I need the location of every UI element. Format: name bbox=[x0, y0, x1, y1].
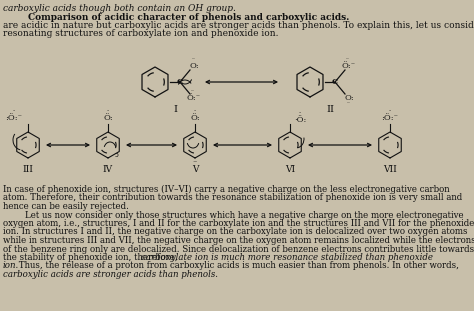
Text: C: C bbox=[177, 78, 183, 86]
Text: ··: ·· bbox=[190, 89, 194, 94]
Text: I: I bbox=[173, 105, 177, 114]
Text: atom. Therefore, their contribution towards the resonance stabilization of pheno: atom. Therefore, their contribution towa… bbox=[3, 193, 462, 202]
Text: resonating structures of carboxylate ion and phenoxide ion.: resonating structures of carboxylate ion… bbox=[3, 29, 279, 38]
Text: oxygen atom, i.e., structures, I and II for the carboxylate ion and the structur: oxygen atom, i.e., structures, I and II … bbox=[3, 219, 474, 228]
Text: IV: IV bbox=[103, 165, 113, 174]
Text: hence can be easily rejected.: hence can be easily rejected. bbox=[3, 202, 129, 211]
Text: ··: ·· bbox=[388, 109, 392, 114]
Text: are acidic in nature but carboxylic acids are stronger acids than phenols. To ex: are acidic in nature but carboxylic acid… bbox=[3, 21, 474, 30]
Text: ··: ·· bbox=[12, 109, 16, 114]
Text: Ö:: Ö: bbox=[103, 114, 113, 122]
Text: ··: ·· bbox=[298, 110, 302, 115]
Text: ion. In structures I and II, the negative charge on the carboxylate ion is deloc: ion. In structures I and II, the negativ… bbox=[3, 228, 467, 236]
Text: II: II bbox=[326, 105, 334, 114]
Text: In case of phenoxide ion, structures (IV–VI) carry a negative charge on the less: In case of phenoxide ion, structures (IV… bbox=[3, 185, 450, 194]
Text: III: III bbox=[23, 165, 34, 174]
Text: carboxylic acids though both contain an OH group.: carboxylic acids though both contain an … bbox=[3, 4, 236, 13]
Text: ··: ·· bbox=[106, 109, 110, 114]
Text: ion.: ion. bbox=[3, 262, 19, 271]
Text: VII: VII bbox=[383, 165, 397, 174]
Text: :Ö:⁻: :Ö:⁻ bbox=[382, 114, 399, 122]
Text: Comparison of acidic character of phenols and carboxylic acids.: Comparison of acidic character of phenol… bbox=[28, 13, 349, 22]
Text: Ö:: Ö: bbox=[190, 114, 200, 122]
Text: ·Ö:: ·Ö: bbox=[294, 116, 306, 124]
Text: Ö:⁻: Ö:⁻ bbox=[342, 62, 356, 70]
Text: the stability of phenoxide ion, therefore,: the stability of phenoxide ion, therefor… bbox=[3, 253, 181, 262]
Text: of the benzene ring only are delocalized. Since delocalization of benzene electr: of the benzene ring only are delocalized… bbox=[3, 244, 474, 253]
Text: ɔ: ɔ bbox=[114, 152, 118, 158]
Text: ··: ·· bbox=[193, 109, 197, 114]
Text: ⁻: ⁻ bbox=[193, 159, 197, 168]
Text: Let us now consider only those structures which have a negative charge on the mo: Let us now consider only those structure… bbox=[3, 211, 464, 220]
Text: ··: ·· bbox=[345, 57, 349, 62]
Text: C: C bbox=[332, 78, 338, 86]
Text: carboxylate ion is much more resonance stabilized than phenoxide: carboxylate ion is much more resonance s… bbox=[141, 253, 433, 262]
Text: Ö:⁻: Ö:⁻ bbox=[187, 94, 201, 102]
Text: :Ö:⁻: :Ö:⁻ bbox=[6, 114, 22, 122]
Text: O:: O: bbox=[189, 62, 199, 70]
Text: carboxylic acids are stronger acids than phenols.: carboxylic acids are stronger acids than… bbox=[3, 270, 218, 279]
Text: VI: VI bbox=[285, 165, 295, 174]
Text: ··: ·· bbox=[191, 57, 195, 62]
Text: Thus, the release of a proton from carboxylic acids is much easier than from phe: Thus, the release of a proton from carbo… bbox=[16, 262, 459, 271]
Text: ··: ·· bbox=[346, 100, 350, 105]
Text: while in structures III and VII, the negative charge on the oxygen atom remains : while in structures III and VII, the neg… bbox=[3, 236, 474, 245]
Text: O:: O: bbox=[344, 94, 354, 102]
Text: V: V bbox=[192, 165, 198, 174]
